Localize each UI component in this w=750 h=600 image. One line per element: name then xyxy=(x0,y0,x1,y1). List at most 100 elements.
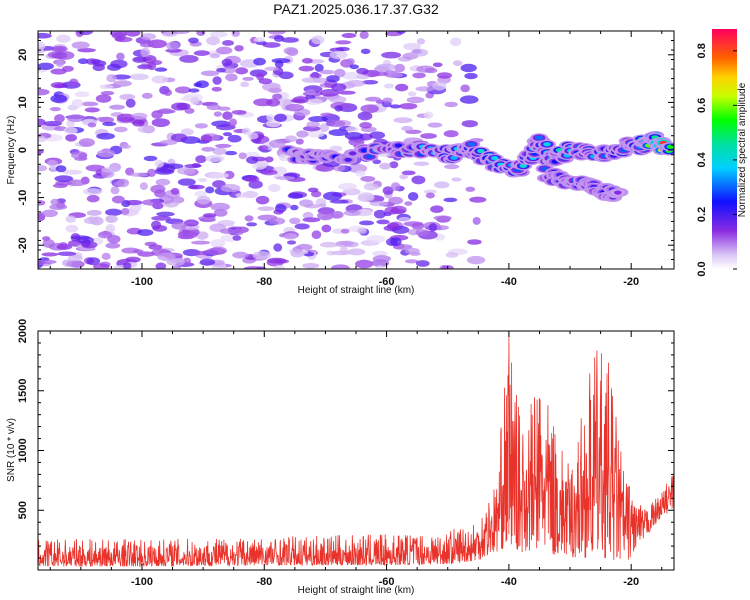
noise-blob xyxy=(460,63,477,73)
noise-blob xyxy=(66,260,84,268)
noise-blob xyxy=(209,53,221,59)
noise-blob xyxy=(182,257,192,265)
noise-blob xyxy=(129,73,149,81)
noise-blob xyxy=(469,196,487,203)
noise-blob xyxy=(232,251,249,259)
noise-blob xyxy=(266,98,280,107)
noise-blob xyxy=(71,41,90,49)
noise-blob xyxy=(420,133,437,139)
noise-blob xyxy=(302,262,320,269)
noise-blob xyxy=(335,40,352,45)
noise-blob xyxy=(195,80,209,89)
noise-blob xyxy=(340,240,354,246)
noise-blob xyxy=(428,222,438,232)
noise-blob xyxy=(379,162,391,170)
noise-blob xyxy=(322,191,343,201)
noise-blob xyxy=(359,122,373,129)
noise-blob xyxy=(54,175,74,183)
noise-blob xyxy=(445,252,459,258)
noise-blob xyxy=(177,178,196,186)
noise-blob xyxy=(193,50,210,56)
noise-blob xyxy=(430,205,444,213)
noise-blob xyxy=(219,228,235,234)
noise-blob xyxy=(196,31,206,37)
noise-blob xyxy=(69,78,79,87)
noise-blob xyxy=(191,240,211,245)
x-tick-label: -100 xyxy=(131,576,153,588)
noise-blob xyxy=(396,31,406,34)
colorbar: 0.0 0.2 0.4 0.6 0.8 Normalized spectral ampl… xyxy=(696,29,748,277)
noise-blob xyxy=(132,119,145,127)
noise-blob xyxy=(151,118,170,128)
y-tick-label: -10 xyxy=(17,190,29,206)
colorbar-tick-label: 0.2 xyxy=(696,207,708,222)
noise-blob xyxy=(340,228,350,234)
noise-blob xyxy=(65,134,77,142)
x-tick-label: -20 xyxy=(623,576,639,588)
noise-blob xyxy=(432,62,443,68)
noise-blob xyxy=(461,120,479,128)
noise-blob xyxy=(311,190,322,198)
noise-blob xyxy=(132,56,147,63)
noise-blob xyxy=(393,117,413,124)
noise-blob xyxy=(359,220,375,226)
noise-blob xyxy=(125,98,136,108)
noise-blob xyxy=(180,128,194,136)
noise-blob xyxy=(464,72,478,80)
noise-blob xyxy=(341,32,357,39)
noise-blob xyxy=(154,67,168,72)
noise-blob xyxy=(38,135,47,143)
noise-blob xyxy=(407,91,417,97)
noise-blob xyxy=(243,176,260,183)
spectrogram-cells xyxy=(38,31,674,269)
noise-blob xyxy=(125,256,141,263)
ridge-blob xyxy=(365,154,374,159)
ridge-blob xyxy=(348,151,357,156)
noise-blob xyxy=(38,62,55,71)
noise-blob xyxy=(246,156,259,164)
x-tick-label: -80 xyxy=(256,276,272,288)
noise-blob xyxy=(287,192,304,199)
noise-blob xyxy=(460,84,470,93)
noise-blob xyxy=(154,159,164,168)
noise-blob xyxy=(271,58,291,64)
noise-blob xyxy=(199,258,216,266)
noise-blob xyxy=(416,38,426,45)
noise-blob xyxy=(334,105,343,112)
noise-blob xyxy=(241,127,251,135)
noise-blob xyxy=(99,84,114,90)
noise-blob xyxy=(273,209,284,215)
noise-blob xyxy=(264,66,279,71)
noise-blob xyxy=(472,217,481,225)
noise-blob xyxy=(321,224,332,233)
noise-blob xyxy=(116,178,130,188)
noise-blob xyxy=(358,192,375,201)
noise-blob xyxy=(51,51,68,60)
noise-blob xyxy=(227,134,242,143)
noise-blob xyxy=(262,42,281,48)
y-tick-label: 10 xyxy=(17,96,29,108)
noise-blob xyxy=(105,242,121,249)
noise-blob xyxy=(346,58,355,65)
snr-xlabel: Height of straight line (km) xyxy=(298,585,415,596)
noise-blob xyxy=(329,199,349,204)
noise-blob xyxy=(205,186,215,194)
noise-blob xyxy=(141,92,153,99)
noise-blob xyxy=(296,130,309,138)
noise-blob xyxy=(376,219,390,225)
noise-blob xyxy=(360,104,379,114)
spectrogram-xlabel: Height of straight line (km) xyxy=(298,285,415,296)
noise-blob xyxy=(436,72,452,79)
noise-blob xyxy=(278,71,294,80)
noise-blob xyxy=(253,37,266,43)
noise-blob xyxy=(290,204,299,211)
noise-blob xyxy=(415,260,430,267)
colorbar-tick-label: 0.0 xyxy=(696,261,708,276)
noise-blob xyxy=(38,88,50,96)
noise-blob xyxy=(281,37,299,43)
noise-blob xyxy=(404,247,420,255)
noise-blob xyxy=(50,68,67,75)
noise-blob xyxy=(151,215,172,221)
noise-blob xyxy=(170,31,190,35)
noise-blob xyxy=(42,239,55,248)
